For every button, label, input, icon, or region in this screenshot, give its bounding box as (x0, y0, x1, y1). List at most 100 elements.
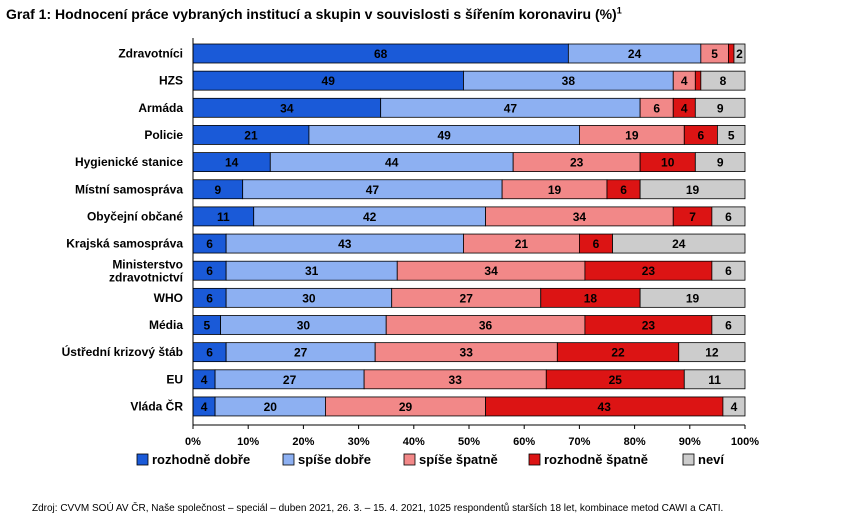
category-label: Policie (144, 128, 183, 142)
data-label: 4 (201, 400, 208, 414)
legend-label: rozhodně špatně (544, 452, 648, 467)
bar-segment (694, 70, 702, 91)
data-label: 9 (717, 156, 724, 170)
category-label: Krajská samospráva (66, 237, 183, 251)
data-label: 6 (206, 237, 213, 251)
x-tick-label: 0% (185, 436, 201, 448)
legend-swatch (403, 453, 416, 466)
x-tick-label: 100% (731, 436, 759, 448)
data-label: 47 (504, 101, 518, 115)
data-label: 12 (705, 346, 719, 360)
category-label: Zdravotníci (118, 47, 183, 61)
data-label: 19 (686, 291, 700, 305)
data-label: 14 (225, 156, 239, 170)
category-label: Hygienické stanice (75, 155, 183, 169)
category-label: Armáda (138, 101, 183, 115)
bar-segment (733, 43, 746, 64)
category-label: Ministerstvo zdravotnictví (109, 258, 184, 285)
data-label: 30 (297, 319, 311, 333)
bar-segment (717, 125, 746, 145)
data-label: 43 (338, 237, 352, 251)
data-label: 11 (217, 210, 230, 224)
x-tick-label: 90% (679, 436, 701, 448)
x-tick-label: 80% (624, 436, 646, 448)
data-label: 38 (562, 74, 576, 88)
x-tick-label: 10% (237, 436, 259, 448)
legend-label: neví (698, 452, 724, 467)
data-label: 9 (717, 101, 724, 115)
data-label: 34 (573, 210, 587, 224)
category-labels: Zdravotníci HZS Armáda Policie Hygienické st… (62, 47, 184, 414)
category-label: WHO (154, 291, 183, 305)
data-label: 21 (515, 237, 529, 251)
data-label: 6 (725, 210, 732, 224)
bar-segment (683, 369, 746, 390)
data-label: 9 (214, 183, 221, 197)
legend-label: spíše špatně (419, 452, 498, 467)
chart-title: Graf 1: Hodnocení práce vybraných instit… (6, 6, 622, 22)
chart-title-text: Graf 1: Hodnocení práce vybraných instit… (6, 6, 617, 22)
bar-segment (711, 315, 746, 335)
data-label: 24 (672, 237, 686, 251)
data-label: 36 (479, 319, 493, 333)
data-label: 6 (697, 128, 704, 142)
data-label: 6 (725, 319, 732, 333)
legend-swatch (136, 453, 149, 466)
bar-segment (694, 152, 746, 173)
x-tick-label: 70% (568, 436, 590, 448)
legend-label: rozhodně dobře (152, 452, 250, 467)
data-label: 30 (302, 291, 316, 305)
bar-segment (639, 179, 746, 200)
data-label: 6 (653, 101, 660, 115)
data-label: 29 (399, 400, 413, 414)
data-label: 23 (570, 156, 584, 170)
data-label: 24 (628, 47, 642, 61)
data-label: 23 (642, 264, 656, 278)
data-label: 43 (598, 400, 612, 414)
data-label: 25 (609, 373, 623, 387)
bar-segment (722, 396, 746, 417)
bar-segment (700, 70, 746, 91)
category-label: Média (149, 318, 183, 332)
legend-label: spíše dobře (298, 452, 371, 467)
data-label: 27 (294, 346, 308, 360)
bar-segment (711, 260, 746, 281)
source-note: Zdroj: CVVM SOÚ AV ČR, Naše společnost –… (32, 503, 724, 514)
data-label: 5 (203, 319, 210, 333)
data-label: 4 (731, 400, 738, 414)
bar-segment (694, 97, 746, 118)
data-label: 6 (206, 346, 213, 360)
bar-segment (639, 287, 746, 308)
data-label: 68 (374, 47, 388, 61)
x-axis: 0% 10% 20% 30% 40% 50% 60% 70% 80% 90% 100% (185, 38, 759, 448)
data-label: 4 (681, 101, 688, 115)
category-label: Ústřední krizový štáb (62, 344, 183, 359)
data-label: 47 (366, 183, 380, 197)
bar-segment (728, 43, 735, 64)
data-label: 19 (686, 183, 700, 197)
data-label: 4 (201, 373, 208, 387)
x-tick-label: 40% (403, 436, 425, 448)
data-label: 31 (305, 264, 319, 278)
x-tick-label: 30% (348, 436, 370, 448)
data-label: 23 (642, 319, 656, 333)
data-label: 11 (708, 373, 721, 387)
data-label: 19 (548, 183, 562, 197)
bar-segment (711, 206, 746, 227)
bars-layer: 68 24 5 249 38 4 834 47 6 4 921 49 19 6 514 44 23 10 99 47 1… (192, 43, 746, 417)
data-label: 10 (661, 156, 675, 170)
data-label: 6 (725, 264, 732, 278)
data-label: 49 (437, 128, 451, 142)
data-label: 4 (681, 74, 688, 88)
data-label: 20 (264, 400, 278, 414)
legend-swatch (282, 453, 295, 466)
data-label: 27 (460, 291, 474, 305)
data-label: 33 (460, 346, 474, 360)
data-label: 8 (720, 74, 727, 88)
data-label: 33 (449, 373, 463, 387)
data-label: 6 (620, 183, 627, 197)
data-label: 27 (283, 373, 297, 387)
data-label: 18 (584, 291, 598, 305)
data-label: 6 (206, 291, 213, 305)
data-label: 49 (322, 74, 336, 88)
